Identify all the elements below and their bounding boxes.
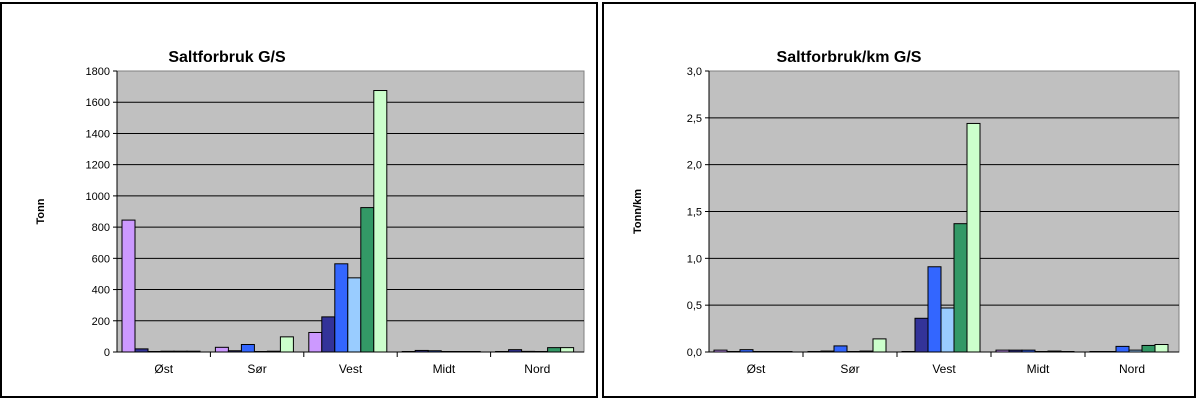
bar <box>466 351 481 353</box>
chart-left: 0 200 400 600 800 1000 1200 1400 1600 1800 Øst Sør V… <box>0 2 598 398</box>
chart-right: 0,0 0,5 1,0 1,5 2,0 2,5 3,0 Øst Sør Vest Midt Nord S… <box>602 2 1196 398</box>
y-tick-label: 1,0 <box>687 253 702 265</box>
y-tick-label: 2,5 <box>687 113 702 125</box>
bar <box>547 347 562 353</box>
bar <box>1060 351 1075 353</box>
bar <box>121 219 136 353</box>
bar <box>726 351 741 353</box>
bar <box>953 223 968 353</box>
bar <box>1102 351 1117 353</box>
x-tick-label: Sør <box>840 362 859 376</box>
bar <box>833 345 848 353</box>
bar <box>1141 344 1156 353</box>
x-tick-label: Sør <box>247 362 266 376</box>
x-tick-label: Nord <box>524 362 550 376</box>
bar <box>1021 349 1036 353</box>
bar <box>134 348 149 353</box>
bar <box>752 351 767 353</box>
bar <box>713 349 728 353</box>
bar <box>160 350 175 353</box>
y-tick-label: 3,0 <box>687 66 702 78</box>
chart-svg: 0,0 0,5 1,0 1,5 2,0 2,5 3,0 Øst Sør Vest Midt Nord S… <box>632 49 1180 376</box>
x-tick-label: Øst <box>747 362 766 376</box>
chart-title: Saltforbruk G/S <box>168 49 286 66</box>
bar <box>347 277 362 353</box>
bar <box>414 349 429 353</box>
bar <box>872 338 887 353</box>
y-tick-label: 200 <box>92 316 110 328</box>
bar <box>820 350 835 353</box>
bar <box>1008 349 1023 353</box>
x-tick-label: Vest <box>339 362 363 376</box>
bar <box>321 316 336 353</box>
bar <box>521 350 536 353</box>
bar <box>765 351 780 353</box>
y-tick-label: 1800 <box>86 66 110 78</box>
bar <box>214 346 229 353</box>
bar <box>778 351 793 353</box>
bar <box>453 351 468 353</box>
bar <box>440 351 455 353</box>
bar <box>940 307 955 353</box>
bar <box>373 90 388 353</box>
bar <box>966 122 981 353</box>
bar <box>173 350 188 353</box>
x-tick-label: Midt <box>433 362 456 376</box>
bar <box>334 263 349 353</box>
x-tick-label: Midt <box>1027 362 1050 376</box>
bar <box>401 351 416 353</box>
chart-title: Saltforbruk/km G/S <box>777 49 922 66</box>
y-axis-label: Tonn <box>35 198 47 224</box>
y-tick-label: 1400 <box>86 128 110 140</box>
bar <box>360 207 375 353</box>
bar <box>1034 351 1049 353</box>
y-tick-label: 1,5 <box>687 207 702 219</box>
bar <box>1089 351 1104 353</box>
bar <box>995 349 1010 353</box>
bar <box>186 350 201 353</box>
y-tick-label: 400 <box>92 285 110 297</box>
bar <box>901 351 916 353</box>
bar <box>240 344 255 353</box>
y-tick-label: 1600 <box>86 97 110 109</box>
bar <box>227 350 242 353</box>
bar <box>147 351 162 353</box>
y-axis-label: Tonn/km <box>632 189 644 234</box>
bar <box>1115 345 1130 353</box>
y-tick-label: 1200 <box>86 160 110 172</box>
bar <box>807 351 822 353</box>
bar <box>1047 350 1062 353</box>
bar <box>266 350 281 353</box>
y-tick-label: 2,0 <box>687 160 702 172</box>
bar <box>914 317 929 353</box>
y-tick-label: 0 <box>104 347 110 359</box>
bar <box>427 350 442 353</box>
bar <box>279 336 294 353</box>
x-tick-label: Øst <box>154 362 173 376</box>
bar <box>534 351 549 353</box>
y-tick-label: 1000 <box>86 191 110 203</box>
y-tick-label: 0,5 <box>687 300 702 312</box>
y-tick-label: 600 <box>92 253 110 265</box>
bar <box>308 331 323 353</box>
bar <box>846 351 861 353</box>
bar <box>1128 349 1143 353</box>
bar <box>508 349 523 353</box>
bar <box>1154 344 1169 353</box>
bar <box>739 349 754 353</box>
bar <box>927 266 942 353</box>
y-tick-label: 0,0 <box>687 347 702 359</box>
x-tick-label: Nord <box>1119 362 1145 376</box>
chart-svg: 0 200 400 600 800 1000 1200 1400 1600 1800 Øst Sør V… <box>35 49 585 376</box>
y-tick-label: 800 <box>92 222 110 234</box>
bar <box>859 350 874 353</box>
bar <box>253 351 268 353</box>
bar <box>560 347 575 353</box>
bar <box>495 351 510 353</box>
x-tick-label: Vest <box>932 362 956 376</box>
